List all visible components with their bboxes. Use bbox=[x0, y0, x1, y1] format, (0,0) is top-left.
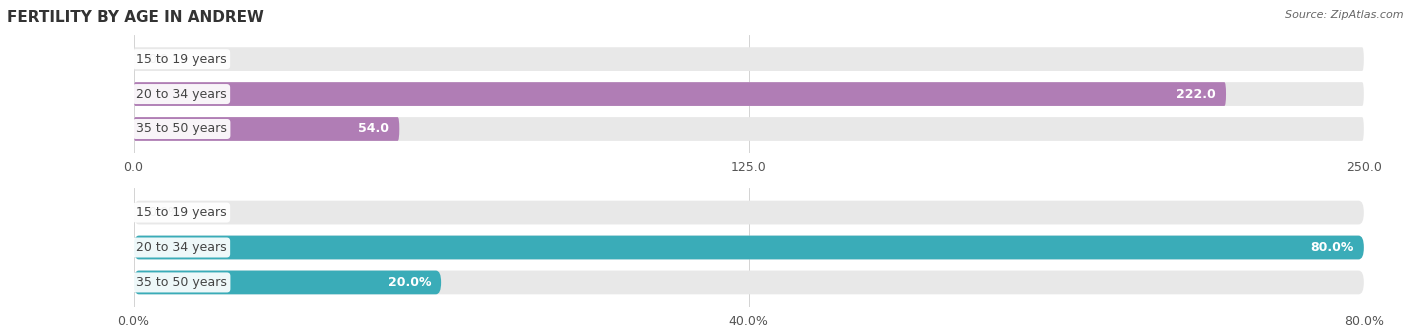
Text: 20.0%: 20.0% bbox=[388, 276, 432, 289]
FancyBboxPatch shape bbox=[134, 236, 1364, 259]
FancyBboxPatch shape bbox=[134, 117, 399, 141]
Text: 20 to 34 years: 20 to 34 years bbox=[136, 241, 226, 254]
Text: 35 to 50 years: 35 to 50 years bbox=[136, 276, 226, 289]
FancyBboxPatch shape bbox=[134, 82, 1226, 106]
FancyBboxPatch shape bbox=[134, 271, 441, 294]
FancyBboxPatch shape bbox=[134, 82, 1364, 106]
Text: FERTILITY BY AGE IN ANDREW: FERTILITY BY AGE IN ANDREW bbox=[7, 10, 264, 25]
Text: 222.0: 222.0 bbox=[1177, 87, 1216, 101]
Text: Source: ZipAtlas.com: Source: ZipAtlas.com bbox=[1285, 10, 1403, 20]
FancyBboxPatch shape bbox=[134, 47, 1364, 71]
Text: 0.0%: 0.0% bbox=[149, 206, 180, 219]
FancyBboxPatch shape bbox=[134, 117, 1364, 141]
Text: 20 to 34 years: 20 to 34 years bbox=[136, 87, 226, 101]
Text: 0.0: 0.0 bbox=[149, 52, 169, 66]
FancyBboxPatch shape bbox=[134, 201, 1364, 224]
Text: 15 to 19 years: 15 to 19 years bbox=[136, 206, 226, 219]
Text: 35 to 50 years: 35 to 50 years bbox=[136, 122, 226, 136]
Text: 80.0%: 80.0% bbox=[1310, 241, 1354, 254]
FancyBboxPatch shape bbox=[134, 236, 1364, 259]
Text: 15 to 19 years: 15 to 19 years bbox=[136, 52, 226, 66]
FancyBboxPatch shape bbox=[134, 271, 1364, 294]
Text: 54.0: 54.0 bbox=[359, 122, 389, 136]
